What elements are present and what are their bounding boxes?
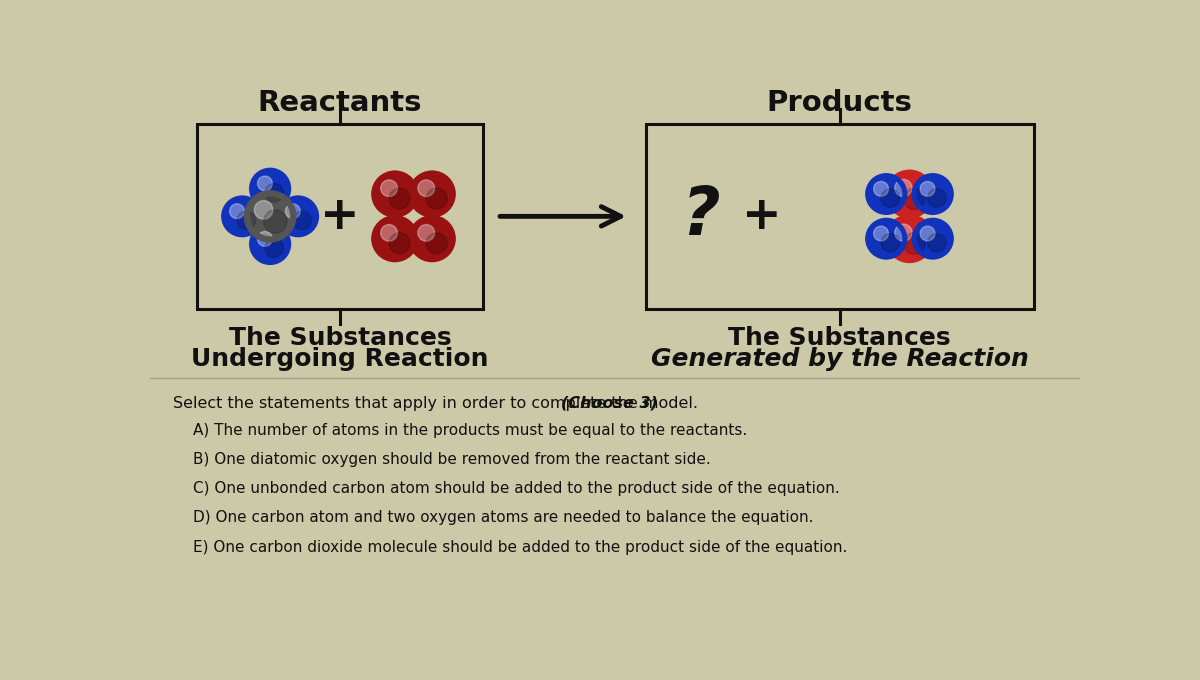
- Circle shape: [247, 193, 293, 239]
- Circle shape: [904, 188, 925, 209]
- Text: Products: Products: [767, 89, 913, 117]
- Text: +: +: [320, 194, 360, 239]
- Circle shape: [928, 233, 946, 252]
- Text: (Choose 3): (Choose 3): [560, 396, 658, 411]
- Text: ?: ?: [680, 184, 720, 250]
- Circle shape: [374, 218, 416, 260]
- Circle shape: [418, 224, 434, 241]
- Circle shape: [389, 233, 410, 254]
- Circle shape: [881, 189, 900, 207]
- Circle shape: [286, 204, 300, 218]
- Bar: [646, 124, 1033, 309]
- Circle shape: [389, 188, 410, 209]
- Circle shape: [258, 231, 272, 246]
- Circle shape: [412, 218, 454, 260]
- Circle shape: [252, 226, 289, 262]
- Circle shape: [293, 211, 312, 230]
- Circle shape: [920, 226, 935, 241]
- Circle shape: [280, 198, 317, 235]
- Circle shape: [920, 182, 935, 197]
- Circle shape: [265, 239, 283, 257]
- Circle shape: [904, 233, 925, 254]
- Circle shape: [264, 210, 287, 233]
- Circle shape: [418, 180, 434, 197]
- Circle shape: [895, 180, 912, 197]
- Circle shape: [252, 170, 289, 207]
- Text: E) One carbon dioxide molecule should be added to the product side of the equati: E) One carbon dioxide molecule should be…: [193, 540, 847, 555]
- Text: A) The number of atoms in the products must be equal to the reactants.: A) The number of atoms in the products m…: [193, 423, 746, 438]
- Text: B) One diatomic oxygen should be removed from the reactant side.: B) One diatomic oxygen should be removed…: [193, 452, 710, 467]
- Circle shape: [888, 173, 931, 216]
- Circle shape: [868, 220, 905, 257]
- Text: D) One carbon atom and two oxygen atoms are needed to balance the equation.: D) One carbon atom and two oxygen atoms …: [193, 511, 814, 526]
- Circle shape: [868, 175, 905, 213]
- Text: The Substances: The Substances: [228, 326, 451, 350]
- Circle shape: [874, 182, 888, 197]
- Circle shape: [874, 226, 888, 241]
- Circle shape: [380, 180, 397, 197]
- Circle shape: [412, 173, 454, 215]
- Circle shape: [914, 220, 952, 257]
- Circle shape: [254, 201, 272, 219]
- Circle shape: [380, 224, 397, 241]
- Text: Select the statements that apply in order to complete the model.: Select the statements that apply in orde…: [173, 396, 703, 411]
- Circle shape: [374, 173, 416, 215]
- Text: Generated by the Reaction: Generated by the Reaction: [650, 347, 1028, 371]
- Circle shape: [265, 184, 283, 202]
- Circle shape: [229, 204, 245, 218]
- Text: +: +: [743, 194, 782, 239]
- Circle shape: [881, 233, 900, 252]
- Circle shape: [914, 175, 952, 213]
- Text: Undergoing Reaction: Undergoing Reaction: [191, 347, 488, 371]
- Circle shape: [223, 198, 260, 235]
- Circle shape: [258, 176, 272, 191]
- Circle shape: [888, 217, 931, 260]
- Bar: [197, 124, 484, 309]
- Circle shape: [426, 188, 448, 209]
- Circle shape: [426, 233, 448, 254]
- Circle shape: [928, 189, 946, 207]
- Text: Reactants: Reactants: [258, 89, 422, 117]
- Circle shape: [895, 224, 912, 241]
- Text: The Substances: The Substances: [728, 326, 952, 350]
- Circle shape: [238, 211, 256, 230]
- Text: C) One unbonded carbon atom should be added to the product side of the equation.: C) One unbonded carbon atom should be ad…: [193, 481, 839, 496]
